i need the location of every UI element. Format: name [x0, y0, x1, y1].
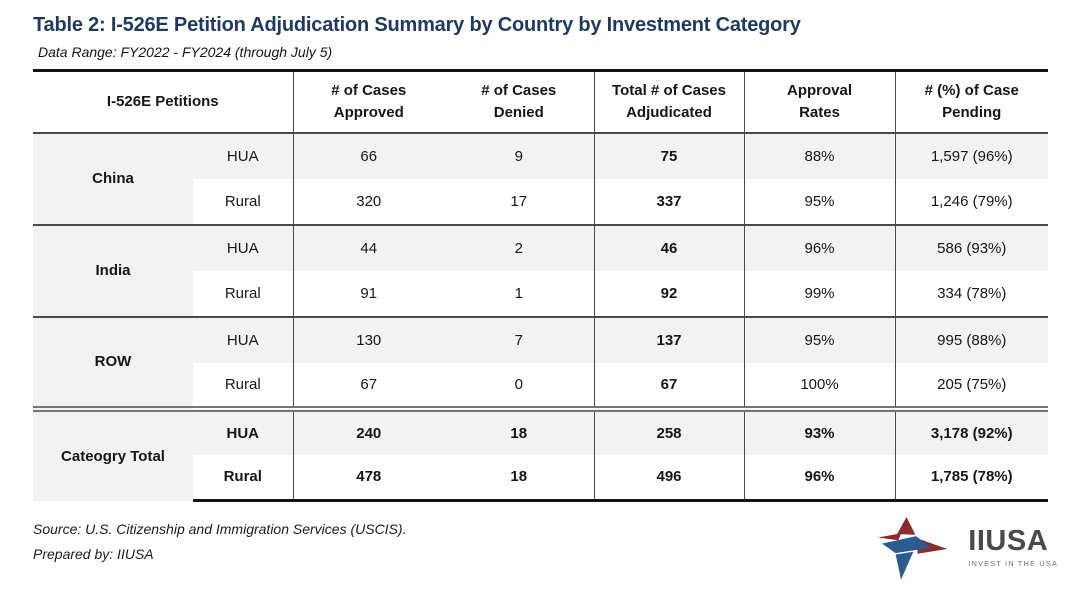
header-total-adjudicated-label: Total # of Cases Adjudicated — [612, 82, 726, 121]
adjudication-summary-table: I-526E Petitions # of Cases Approved # o… — [33, 69, 1049, 502]
category-cell: HUA — [193, 132, 294, 179]
total-cell: 92 — [593, 270, 745, 317]
approved-cell: 91 — [292, 270, 445, 317]
total-cell: 75 — [593, 132, 745, 179]
total-cell: 46 — [593, 223, 745, 271]
total-cell: 67 — [593, 362, 745, 409]
table-header: I-526E Petitions # of Cases Approved # o… — [33, 70, 1049, 134]
iiusa-star-icon — [878, 517, 948, 580]
rate-cell: 93% — [743, 405, 896, 455]
table-title: Table 2: I-526E Petition Adjudication Su… — [33, 14, 801, 36]
header-row: I-526E Petitions # of Cases Approved # o… — [33, 70, 1049, 134]
approved-cell: 240 — [292, 405, 445, 455]
rate-cell: 96% — [743, 454, 896, 502]
header-approval-rates: Approval Rates — [743, 70, 896, 134]
approved-cell: 320 — [292, 178, 445, 225]
country-cell-category-total: Cateogry Total — [33, 405, 193, 501]
total-cell: 258 — [593, 405, 745, 455]
approved-cell: 67 — [292, 362, 445, 409]
header-denied: # of Cases Denied — [444, 70, 595, 134]
iiusa-logo: IIUSA INVEST IN THE USA — [868, 513, 1058, 581]
footer: Source: U.S. Citizenship and Immigration… — [33, 513, 1057, 581]
denied-cell: 17 — [510, 192, 528, 210]
row-total-rural: Rural 478 18 496 96% 1,785 (78%) — [33, 454, 1049, 502]
pending-cell: 205 (75%) — [894, 362, 1049, 409]
pending-cell: 995 (88%) — [894, 315, 1049, 363]
category-cell: Rural — [193, 454, 294, 502]
total-cell: 137 — [593, 315, 745, 363]
denied-cell: 7 — [444, 315, 595, 363]
category-cell: HUA — [193, 315, 294, 363]
header-petitions-label: I-526E Petitions — [106, 92, 219, 110]
category-cell: HUA — [193, 223, 294, 271]
pending-cell: 1,785 (78%) — [894, 454, 1049, 502]
country-cell-china: China — [33, 132, 193, 225]
category-cell: Rural — [224, 192, 261, 210]
footer-notes: Source: U.S. Citizenship and Immigration… — [33, 513, 406, 567]
iiusa-logo-tagline: INVEST IN THE USA — [968, 558, 1058, 568]
rate-cell: 99% — [743, 270, 896, 317]
category-cell: HUA — [193, 405, 294, 455]
header-approved: # of Cases Approved — [292, 70, 445, 134]
row-india-hua: India HUA 44 2 46 96% 586 (93%) — [33, 223, 1049, 317]
total-cell: 496 — [593, 454, 745, 502]
header-approval-rates-label: Approval Rates — [787, 82, 853, 121]
approved-cell: 478 — [292, 454, 445, 502]
denied-cell: 2 — [444, 223, 595, 271]
table-body: China HUA 66 9 75 88% 1,597 (96%) Rural … — [33, 132, 1049, 502]
pending-cell: 586 (93%) — [894, 223, 1049, 271]
denied-cell: 0 — [514, 375, 523, 393]
country-cell-row: ROW — [33, 315, 193, 409]
row-china-hua: China HUA 66 9 75 88% 1,597 (96%) — [33, 132, 1049, 225]
rate-cell: 96% — [743, 223, 896, 271]
row-india-rural: Rural 91 1 92 99% 334 (78%) — [33, 270, 1049, 317]
denied-cell: 18 — [444, 454, 595, 502]
header-total-adjudicated: Total # of Cases Adjudicated — [593, 70, 745, 134]
rate-cell: 88% — [743, 132, 896, 179]
pending-cell: 1,597 (96%) — [894, 132, 1049, 179]
rate-cell: 95% — [743, 315, 896, 363]
category-cell: Rural — [224, 284, 261, 302]
row-china-rural: Rural 320 17 337 95% 1,246 (79%) — [33, 178, 1049, 225]
rate-cell: 95% — [743, 178, 896, 225]
denied-cell: 1 — [514, 284, 523, 302]
country-cell-india: India — [33, 223, 193, 317]
prepared-by-note: Prepared by: IIUSA — [33, 546, 154, 563]
approved-cell: 130 — [292, 315, 445, 363]
source-note: Source: U.S. Citizenship and Immigration… — [33, 521, 407, 537]
category-cell: Rural — [224, 375, 261, 393]
approved-cell: 44 — [292, 223, 445, 271]
total-cell: 337 — [593, 178, 745, 225]
pending-cell: 1,246 (79%) — [894, 178, 1049, 225]
header-case-pending-label: # (%) of Case Pending — [924, 82, 1019, 121]
rate-cell: 100% — [743, 362, 896, 409]
iiusa-logo-wordmark: IIUSA — [968, 524, 1049, 557]
header-case-pending: # (%) of Case Pending — [894, 70, 1049, 134]
pending-cell: 3,178 (92%) — [894, 405, 1049, 455]
data-range-subtitle: Data Range: FY2022 - FY2024 (through Jul… — [38, 44, 333, 60]
row-row-hua: ROW HUA 130 7 137 95% 995 (88%) — [33, 315, 1049, 409]
header-approved-label: # of Cases Approved — [331, 82, 407, 121]
denied-cell: 18 — [444, 405, 595, 455]
row-total-hua: Cateogry Total HUA 240 18 258 93% 3,178 … — [33, 405, 1049, 501]
header-denied-label: # of Cases Denied — [481, 82, 557, 121]
denied-cell: 9 — [444, 132, 595, 179]
pending-cell: 334 (78%) — [894, 270, 1049, 317]
header-petitions: I-526E Petitions — [33, 70, 294, 134]
iiusa-logo-text-block: IIUSA INVEST IN THE USA — [968, 524, 1058, 568]
row-row-rural: Rural 67 0 67 100% 205 (75%) — [33, 362, 1049, 409]
approved-cell: 66 — [292, 132, 445, 179]
